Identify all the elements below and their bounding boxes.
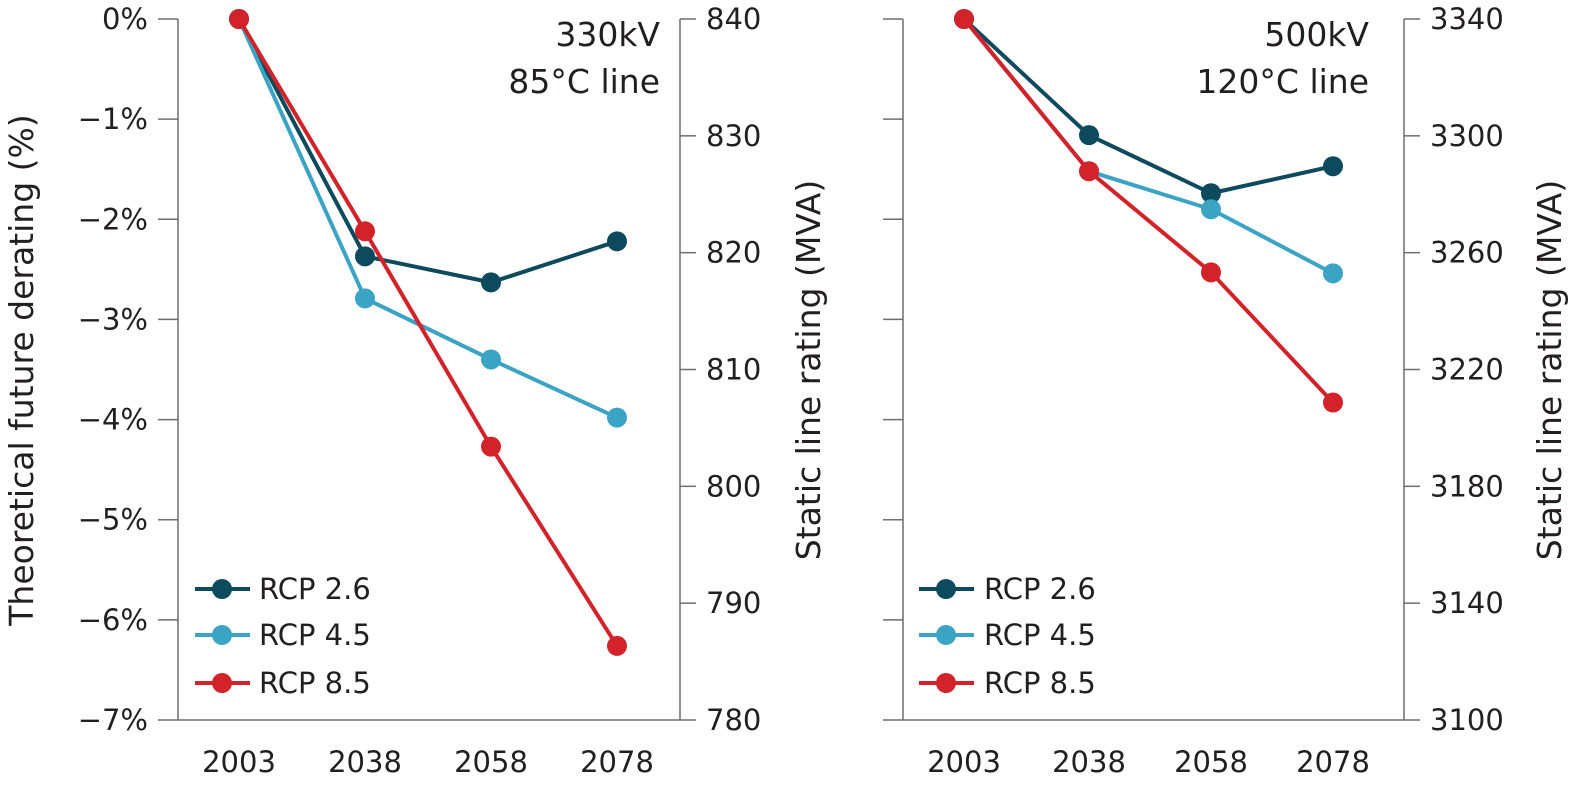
data-point-rcp26 <box>1079 125 1099 146</box>
data-point-rcp26 <box>607 231 627 252</box>
legend-marker-rcp45 <box>212 625 232 645</box>
series-rcp45 <box>229 9 627 428</box>
left-tick-label: −5% <box>78 503 148 537</box>
data-point-rcp26 <box>355 246 375 267</box>
legend-item-rcp45: RCP 4.5 <box>919 618 1096 652</box>
data-point-rcp45 <box>481 349 501 370</box>
x-tick-label: 2078 <box>1296 745 1370 779</box>
legend-label-rcp85: RCP 8.5 <box>984 666 1096 700</box>
legend-label-rcp85: RCP 8.5 <box>259 666 371 700</box>
legend-marker-rcp26 <box>936 579 956 599</box>
right-tick-label: 790 <box>706 586 761 620</box>
legend-item-rcp85: RCP 8.5 <box>195 666 371 700</box>
right-tick-label: 3300 <box>1430 119 1504 153</box>
right-axis-title: Static line rating (MVA) <box>1530 180 1569 560</box>
right-tick-label: 3340 <box>1430 2 1504 36</box>
right-tick-label: 3100 <box>1430 703 1504 737</box>
data-point-rcp85 <box>481 436 501 457</box>
left-tick-label: 0% <box>102 2 148 36</box>
panel-title-line-1: 330kV <box>555 15 660 54</box>
left-tick-label: −6% <box>78 603 148 637</box>
data-point-rcp85 <box>355 221 375 242</box>
x-tick-label: 2003 <box>927 745 1001 779</box>
legend-item-rcp26: RCP 2.6 <box>195 572 371 606</box>
x-tick-label: 2058 <box>1174 745 1248 779</box>
x-tick-labels: 2003 2038 2058 2078 <box>202 745 654 779</box>
panel-title-line-2: 120°C line <box>1196 62 1369 101</box>
series-line-rcp85 <box>237 17 619 647</box>
data-point-rcp85 <box>1323 392 1343 413</box>
right-tick-label: 840 <box>706 2 761 36</box>
data-point-rcp45 <box>355 288 375 309</box>
series-rcp85 <box>229 9 627 656</box>
right-tick-label: 820 <box>706 236 761 270</box>
data-point-rcp85 <box>229 9 249 29</box>
left-tick-label: −2% <box>78 202 148 236</box>
right-tick-label: 800 <box>706 469 761 503</box>
data-point-rcp45 <box>607 407 627 428</box>
x-tick-label: 2038 <box>1052 745 1126 779</box>
data-point-rcp85 <box>607 635 627 656</box>
legend-label-rcp26: RCP 2.6 <box>984 572 1096 606</box>
right-tick-label: 3140 <box>1430 586 1504 620</box>
data-point-rcp26 <box>1201 183 1221 204</box>
right-tick-label: 3220 <box>1430 353 1504 387</box>
series-line-rcp26 <box>237 18 618 285</box>
panel-330kv: 0% −1% −2% −3% −4% −5% −6% −7% 840 830 820 810 800 7… <box>2 2 828 779</box>
right-axis-title: Static line rating (MVA) <box>789 180 828 560</box>
legend-item-rcp45: RCP 4.5 <box>195 618 371 652</box>
legend: RCP 2.6 RCP 4.5 RCP 8.5 <box>919 572 1096 700</box>
left-tick-label: −7% <box>78 703 148 737</box>
left-tick-labels: 0% −1% −2% −3% −4% −5% −6% −7% <box>78 2 148 737</box>
data-point-rcp26 <box>481 272 501 293</box>
series-lines <box>954 9 1343 413</box>
legend-label-rcp45: RCP 4.5 <box>984 618 1096 652</box>
series-lines <box>229 9 627 656</box>
series-line-rcp45 <box>962 17 1334 276</box>
panel-500kv: 3340 3300 3260 3220 3180 3140 3100 2003 2038 205… <box>883 2 1569 779</box>
legend-item-rcp26: RCP 2.6 <box>919 572 1096 606</box>
right-tick-marks <box>1404 18 1420 721</box>
right-tick-label: 810 <box>706 353 761 387</box>
right-tick-label: 3180 <box>1430 469 1504 503</box>
left-tick-label: −4% <box>78 403 148 437</box>
legend-marker-rcp45 <box>936 625 956 645</box>
right-tick-label: 780 <box>706 703 761 737</box>
left-axis-title: Theoretical future derating (%) <box>2 114 41 626</box>
data-point-rcp26 <box>1323 156 1343 177</box>
left-tick-label: −1% <box>78 102 148 136</box>
right-tick-label: 830 <box>706 119 761 153</box>
series-rcp85 <box>954 9 1343 413</box>
legend-marker-rcp85 <box>936 673 956 693</box>
x-tick-labels: 2003 2038 2058 2078 <box>927 745 1370 779</box>
legend-marker-rcp26 <box>212 579 232 599</box>
right-tick-label: 3260 <box>1430 236 1504 270</box>
data-point-rcp85 <box>1201 262 1221 283</box>
x-tick-label: 2058 <box>454 745 528 779</box>
x-tick-label: 2078 <box>580 745 654 779</box>
legend-label-rcp26: RCP 2.6 <box>259 572 371 606</box>
series-line-rcp45 <box>237 18 618 420</box>
left-tick-marks <box>158 18 178 721</box>
legend-item-rcp85: RCP 8.5 <box>919 666 1096 700</box>
data-point-rcp85 <box>954 9 974 29</box>
legend-marker-rcp85 <box>212 673 232 693</box>
data-point-rcp45 <box>1323 263 1343 284</box>
legend-label-rcp45: RCP 4.5 <box>259 618 371 652</box>
x-tick-label: 2038 <box>328 745 402 779</box>
legend: RCP 2.6 RCP 4.5 RCP 8.5 <box>195 572 371 700</box>
series-line-rcp85 <box>962 17 1335 404</box>
x-tick-label: 2003 <box>202 745 276 779</box>
data-point-rcp45 <box>1201 199 1221 220</box>
panel-title-line-1: 500kV <box>1264 15 1369 54</box>
panel-title-line-2: 85°C line <box>508 62 660 101</box>
right-tick-labels: 840 830 820 810 800 790 780 <box>706 2 761 737</box>
right-tick-marks <box>680 18 696 721</box>
left-tick-marks <box>883 18 903 721</box>
right-tick-labels: 3340 3300 3260 3220 3180 3140 3100 <box>1430 2 1504 737</box>
data-point-rcp85 <box>1079 161 1099 182</box>
left-tick-label: −3% <box>78 302 148 336</box>
series-line-rcp26 <box>962 17 1334 196</box>
